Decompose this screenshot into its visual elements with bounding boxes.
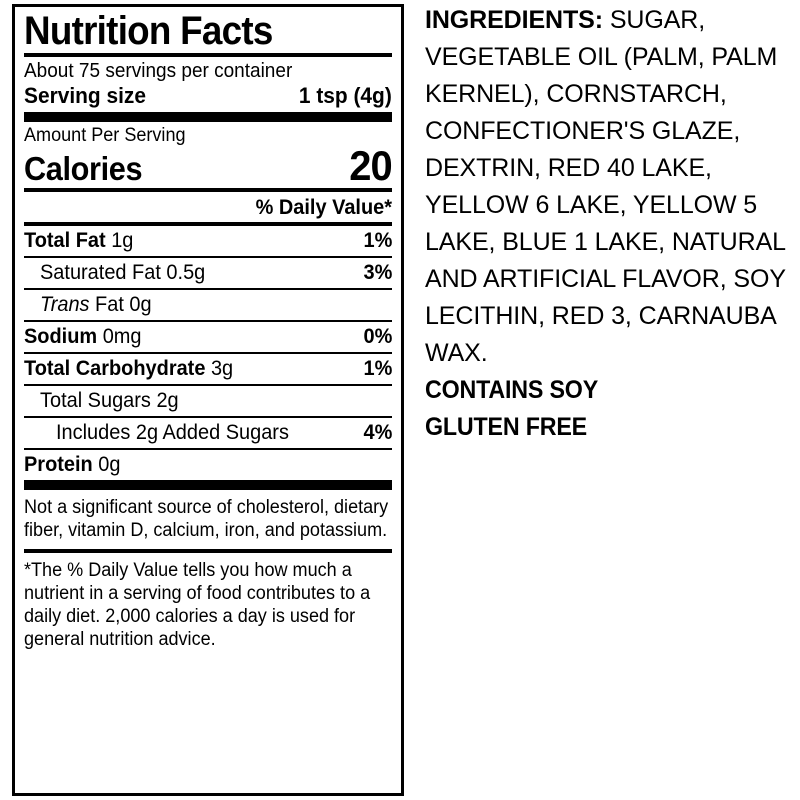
nutrient-name: Sodium 0mg xyxy=(24,325,142,348)
nutrient-row-divider xyxy=(24,448,392,450)
nutrient-name: Protein 0g xyxy=(24,453,121,476)
nutrient-amount: 1g xyxy=(105,229,134,252)
gluten-free-statement: GLUTEN FREE xyxy=(425,413,588,441)
amount-per-serving-label: Amount Per Serving xyxy=(24,125,186,146)
calories-label: Calories xyxy=(24,150,143,187)
ingredients-paragraph: INGREDIENTS: SUGAR, VEGETABLE OIL (PALM,… xyxy=(425,2,793,372)
calories-value: 20 xyxy=(349,142,393,189)
daily-value-footnote: *The % Daily Value tells you how much a … xyxy=(24,560,371,650)
nutrient-row-divider xyxy=(24,256,392,258)
nutrient-name: Saturated Fat 0.5g xyxy=(40,261,206,284)
rule-thick-above-calories xyxy=(24,112,392,122)
not-significant-source-note: Not a significant source of cholesterol,… xyxy=(24,497,389,541)
nutrient-name: Total Sugars 2g xyxy=(40,389,179,412)
nutrient-daily-value-percent: 0% xyxy=(363,325,392,348)
contains-soy-statement: CONTAINS SOY xyxy=(425,376,599,404)
nutrient-amount: 0g xyxy=(92,453,121,476)
nutrient-row: Total Fat 1g 1% xyxy=(24,226,392,256)
ingredients-heading: INGREDIENTS: xyxy=(425,6,603,34)
nutrient-row-divider xyxy=(24,352,392,354)
ingredients-list: SUGAR, VEGETABLE OIL (PALM, PALM KERNEL)… xyxy=(425,6,786,367)
servings-per-container: About 75 servings per container xyxy=(24,60,293,82)
nutrient-name: Total Carbohydrate 3g xyxy=(24,357,234,380)
nutrient-amount: 2g xyxy=(150,389,179,412)
nutrient-row: Protein 0g xyxy=(24,450,392,480)
rule-under-calories xyxy=(24,188,392,192)
rule-above-footnote xyxy=(24,549,392,553)
nutrition-facts-panel: Nutrition Facts About 75 servings per co… xyxy=(12,4,404,796)
nutrient-row-divider xyxy=(24,320,392,322)
nutrient-daily-value-percent: 4% xyxy=(363,421,392,444)
calories-row: Calories 20 xyxy=(24,142,393,189)
serving-size-row: Serving size 1 tsp (4g) xyxy=(24,83,392,112)
daily-value-header: % Daily Value* xyxy=(255,196,392,219)
nutrient-daily-value-percent: 1% xyxy=(363,229,392,252)
rule-under-daily-value-header xyxy=(24,222,392,226)
nutrient-row: Includes 2g Added Sugars 4% xyxy=(24,418,392,448)
serving-size-label: Serving size xyxy=(24,83,146,108)
nutrient-row: Trans Fat 0g xyxy=(24,290,392,320)
nutrient-row: Saturated Fat 0.5g 3% xyxy=(24,258,392,288)
nutrition-facts-title: Nutrition Facts xyxy=(24,9,273,53)
nutrient-name: Total Fat 1g xyxy=(24,229,134,252)
nutrient-daily-value-percent: 3% xyxy=(363,261,392,284)
nutrient-row: Sodium 0mg 0% xyxy=(24,322,392,352)
nutrient-amount: 3g xyxy=(205,357,234,380)
nutrient-row: Total Carbohydrate 3g 1% xyxy=(24,354,392,384)
rule-under-title xyxy=(24,53,392,57)
nutrient-name: Includes 2g Added Sugars xyxy=(56,421,289,444)
nutrient-row-list: Total Fat 1g 1% Saturated Fat 0.5g 3% Trans … xyxy=(24,226,392,480)
rule-thick-under-protein xyxy=(24,480,392,490)
nutrient-daily-value-percent: 1% xyxy=(363,357,392,380)
nutrient-name: Trans Fat 0g xyxy=(40,293,152,316)
nutrient-amount: 0.5g xyxy=(160,261,206,284)
nutrient-row-divider xyxy=(24,416,392,418)
nutrient-amount: Fat 0g xyxy=(89,293,152,316)
ingredients-panel: INGREDIENTS: SUGAR, VEGETABLE OIL (PALM,… xyxy=(425,2,793,798)
nutrient-row-divider xyxy=(24,384,392,386)
nutrient-amount: 0mg xyxy=(97,325,142,348)
serving-size-value: 1 tsp (4g) xyxy=(299,83,392,108)
nutrient-row-divider xyxy=(24,288,392,290)
nutrient-row: Total Sugars 2g xyxy=(24,386,392,416)
